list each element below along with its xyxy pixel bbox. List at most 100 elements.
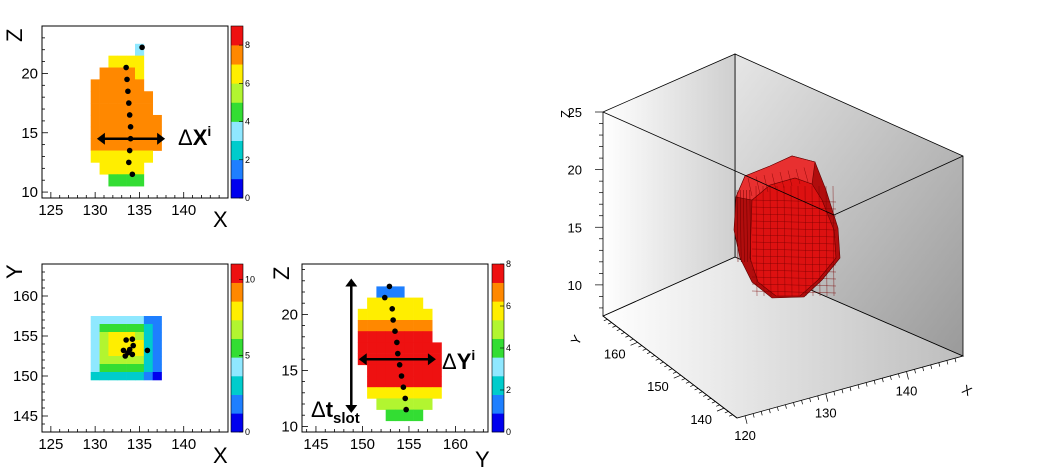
lego3d-xtick-mark bbox=[890, 375, 892, 381]
xz-cell bbox=[108, 150, 118, 163]
xz-ylabel: Z bbox=[2, 29, 27, 42]
yz-cell bbox=[422, 398, 433, 410]
yz-cell bbox=[367, 387, 377, 399]
lego3d-ytick-mark bbox=[694, 388, 699, 391]
xy-cell bbox=[117, 356, 127, 365]
xy-cell bbox=[99, 356, 109, 365]
xz-cell bbox=[90, 103, 100, 116]
lego3d-edge bbox=[602, 111, 835, 216]
xz-cell bbox=[99, 114, 109, 128]
lego3d-xtick-mark bbox=[809, 397, 811, 403]
xz-xtick-label: 140 bbox=[171, 202, 196, 219]
lego3d-xtick-mark bbox=[833, 391, 836, 396]
yz-colorbar-label: 0 bbox=[506, 427, 511, 437]
yz-ytick-label: 20 bbox=[281, 306, 298, 323]
yz-cell bbox=[357, 320, 368, 332]
xy-cell bbox=[152, 356, 162, 365]
xz-cell bbox=[99, 67, 109, 80]
yz-cell bbox=[367, 320, 377, 332]
xz-colorbar-segment bbox=[231, 178, 243, 199]
xy-colorbar-segment bbox=[231, 320, 243, 339]
xz-point bbox=[126, 159, 132, 166]
yz-varrow-head bbox=[345, 278, 358, 287]
yz-cell bbox=[376, 387, 386, 399]
xy-cell bbox=[90, 340, 100, 349]
xz-colorbar-segment bbox=[231, 140, 243, 161]
xy-colorbar-segment bbox=[231, 357, 243, 377]
yz-cell bbox=[404, 331, 414, 343]
lego3d-blob-grid bbox=[749, 189, 752, 263]
xz-ytick-label: 20 bbox=[21, 65, 38, 82]
xy-cell bbox=[143, 332, 154, 341]
yz-cell bbox=[385, 331, 396, 343]
xz-cell bbox=[108, 55, 118, 68]
yz-colorbar-segment bbox=[492, 282, 504, 302]
lego3d-blob-grid bbox=[795, 168, 801, 185]
yz-cell bbox=[367, 364, 377, 377]
xz-point bbox=[129, 171, 136, 178]
xz-annotation: ΔXi bbox=[178, 123, 211, 150]
xy-cell bbox=[90, 332, 100, 341]
xy-colorbar-label: 5 bbox=[245, 351, 250, 361]
yz-point bbox=[392, 328, 398, 335]
yz-cell bbox=[395, 286, 405, 298]
yz-cell bbox=[385, 308, 396, 321]
yz-point bbox=[400, 384, 407, 391]
yz-cell bbox=[395, 320, 405, 332]
yz-cell bbox=[367, 342, 377, 354]
xy-cell bbox=[90, 324, 100, 333]
lego3d-blob-grid bbox=[763, 174, 769, 193]
xy-panel: 125 130 135 140 145 150 155 160 X Y 0 5 10 bbox=[2, 263, 255, 468]
yz-annotation-letter: Y bbox=[457, 349, 472, 374]
xy-colorbar-segment bbox=[231, 338, 243, 358]
yz-cell bbox=[422, 387, 433, 399]
xy-point bbox=[120, 347, 127, 354]
lego3d-ytick-mark bbox=[668, 368, 673, 371]
yz-xlabel: Y bbox=[475, 447, 490, 472]
xy-point bbox=[144, 347, 151, 354]
lego3d-blob-grid bbox=[797, 185, 800, 297]
yz-cell bbox=[395, 387, 405, 399]
lego3d-xtick-mark bbox=[785, 404, 787, 409]
yz-colorbar-segment bbox=[492, 413, 504, 433]
lego3d-ytick-mark bbox=[646, 351, 651, 355]
lego3d-blob-grid bbox=[769, 185, 772, 297]
yz-cell bbox=[376, 331, 386, 343]
yz-cell bbox=[367, 376, 377, 388]
yz-point bbox=[403, 406, 409, 413]
xz-cell bbox=[135, 103, 145, 116]
xy-colorbar-segment bbox=[231, 282, 243, 302]
xy-xtick-label: 135 bbox=[127, 436, 152, 453]
lego3d-ytick-label: 160 bbox=[604, 346, 626, 361]
lego3d-xtick-mark bbox=[801, 400, 803, 405]
xz-cell bbox=[143, 91, 154, 104]
yz-cell bbox=[413, 387, 424, 399]
yz-cell bbox=[395, 297, 405, 310]
xy-colorbar-segment bbox=[231, 413, 243, 433]
yz-cell bbox=[404, 376, 414, 388]
yz-cell bbox=[357, 308, 368, 321]
yz-colorbar-segment bbox=[492, 394, 504, 414]
lego3d-xtick-mark bbox=[898, 373, 900, 378]
lego3d-left-wall bbox=[602, 53, 736, 317]
lego3d-blob-grid bbox=[803, 167, 809, 183]
yz-cell bbox=[385, 286, 396, 298]
lego3d-blob-grid bbox=[751, 206, 837, 210]
xy-cell bbox=[135, 356, 145, 365]
lego3d-blob-grid bbox=[739, 189, 742, 263]
yz-colorbar-label: 8 bbox=[506, 259, 511, 269]
xz-colorbar-label: 6 bbox=[245, 78, 250, 88]
lego3d-y-axis: 140 150 160 bbox=[603, 318, 733, 427]
yz-cell bbox=[404, 398, 414, 410]
xy-cell bbox=[143, 324, 154, 333]
xz-point bbox=[126, 112, 133, 118]
xy-cell bbox=[90, 348, 100, 357]
xz-cell bbox=[135, 114, 145, 128]
xz-xlabel: X bbox=[213, 207, 228, 232]
lego3d-ytick-mark bbox=[724, 411, 729, 414]
xz-cell bbox=[108, 79, 118, 92]
xz-colorbar-segment bbox=[231, 64, 243, 84]
yz-cell bbox=[385, 342, 396, 354]
xz-cell bbox=[90, 91, 100, 104]
